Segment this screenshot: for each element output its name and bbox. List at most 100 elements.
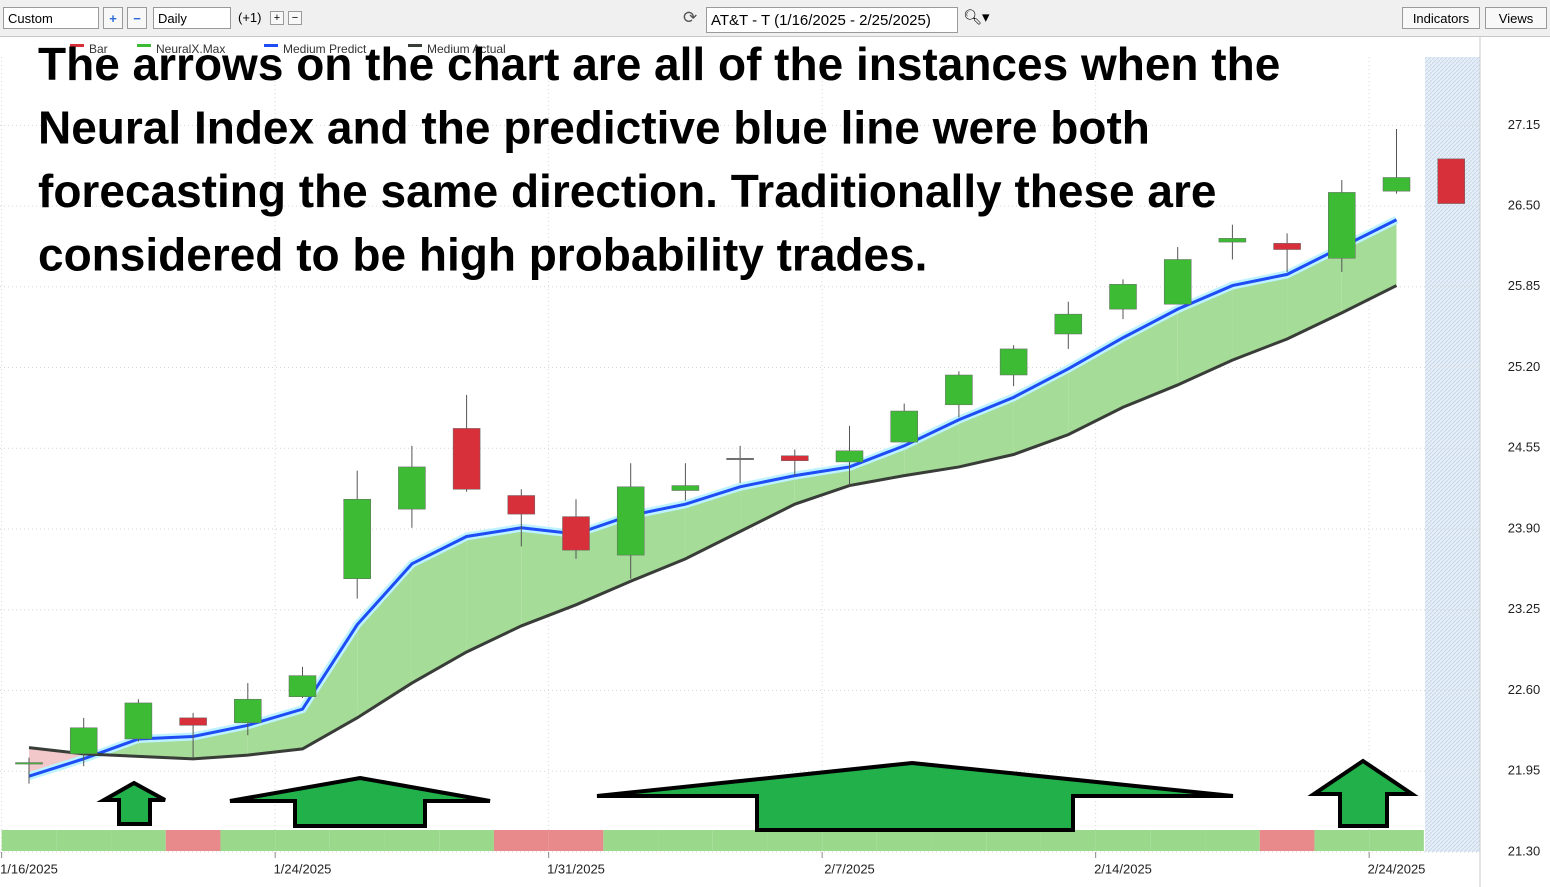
x-tick-label: 2/14/2025 (1094, 861, 1152, 876)
neural-index-segment (1, 830, 57, 851)
candle-body (452, 428, 481, 490)
zoom-out[interactable]: − (127, 7, 147, 29)
neural-index-segment (329, 830, 385, 851)
range-select[interactable]: Custom (3, 7, 99, 29)
annotation-line: considered to be high probability trades… (38, 229, 927, 281)
offset: (+1) (238, 10, 262, 25)
neural-index-segment (986, 830, 1041, 851)
symbol-box[interactable]: AT&T - T (1/16/2025 - 2/25/2025) (706, 7, 958, 33)
neural-index-segment (767, 830, 823, 851)
candle-body (616, 486, 645, 556)
search[interactable]: 🔍︎▾ (963, 9, 990, 26)
x-tick-label: 1/31/2025 (547, 861, 605, 876)
legend-label: Bar (89, 42, 108, 56)
annotation-line: forecasting the same direction. Traditio… (38, 165, 1216, 217)
zoom-in[interactable]: + (103, 7, 123, 29)
candle-body (781, 455, 809, 461)
legend-label: Medium Actual (427, 42, 506, 56)
legend-label: NeuralX.Max (156, 42, 225, 56)
y-tick-label: 27.15 (1508, 117, 1541, 132)
candle-body (1273, 243, 1301, 250)
spread-fill (685, 486, 741, 559)
y-tick-label: 21.95 (1508, 763, 1541, 778)
neural-index-segment (220, 830, 276, 851)
candle-body (288, 675, 317, 697)
arrow (596, 760, 1234, 832)
candle-body (999, 348, 1028, 376)
arrow (96, 780, 166, 826)
refresh[interactable]: ⟳ (683, 8, 698, 27)
neural-index-segment (384, 830, 440, 851)
neural-index-segment (165, 830, 221, 851)
legend-swatch (70, 44, 84, 47)
candle-body (1382, 177, 1411, 192)
neural-index-segment (658, 830, 713, 851)
arrow (1307, 758, 1419, 828)
spread-fill (466, 527, 522, 653)
y-tick-label: 25.85 (1508, 278, 1541, 293)
y-tick-label: 21.30 (1508, 843, 1541, 858)
spread-fill (1177, 285, 1233, 385)
legend-swatch (264, 44, 278, 47)
spread-fill (411, 536, 467, 684)
neural-index-segment (1040, 830, 1096, 851)
neural-index-segment (548, 830, 604, 851)
spread-fill (302, 624, 358, 749)
arrow (229, 775, 491, 828)
candle-body (945, 374, 973, 406)
toolbar: Custom + − Daily (+1) + − ⟳ AT&T - T (1/… (0, 0, 1550, 37)
spread-fill (247, 709, 303, 756)
neural-index-segment (1314, 830, 1370, 851)
offset-minus[interactable]: − (288, 11, 302, 25)
arrows (96, 758, 1419, 832)
spread-fill (904, 419, 959, 476)
candle-body (507, 495, 536, 515)
candle-body (1218, 238, 1247, 243)
indicators-button[interactable]: Indicators (1402, 7, 1480, 29)
candle-body (234, 698, 262, 724)
neural-index-segment (1259, 830, 1315, 851)
neural-index-segment (603, 830, 659, 851)
neural-index-segment (56, 830, 112, 851)
neural-index-segment (111, 830, 166, 851)
neural-index-segment (275, 830, 330, 851)
neural-index-segment (712, 830, 768, 851)
candle-body (726, 457, 754, 460)
legend-swatch (137, 44, 151, 47)
y-tick-label: 24.55 (1508, 440, 1541, 455)
x-tick-label: 2/7/2025 (824, 861, 875, 876)
spread-fill (521, 527, 576, 626)
neural-index-segment (822, 830, 877, 851)
candle-body (343, 498, 371, 579)
y-tick-label: 23.90 (1508, 520, 1541, 535)
neural-index-segment (1095, 830, 1151, 851)
x-tick-label: 2/24/2025 (1368, 861, 1426, 876)
neural-index-segment (493, 830, 549, 851)
interval-select[interactable]: Daily (153, 7, 231, 29)
y-tick-label: 25.20 (1508, 359, 1541, 374)
spread-fill (740, 475, 795, 532)
spread-fill (357, 563, 412, 718)
offset-plus[interactable]: + (270, 11, 284, 25)
candle-body (562, 516, 590, 551)
y-tick-label: 23.25 (1508, 601, 1541, 616)
chart: Bar NeuralX.Max Medium Predict Medium Actua… (0, 36, 1541, 887)
y-tick-label: 22.60 (1508, 682, 1541, 697)
series-line (28, 284, 1398, 761)
annotation-line: The arrows on the chart are all of the i… (38, 38, 1280, 90)
candle-body (1109, 284, 1137, 310)
candle-body (1054, 313, 1083, 335)
spread-fill (1232, 274, 1288, 361)
candle-body (69, 727, 98, 755)
views-button[interactable]: Views (1485, 7, 1547, 29)
candle-body (1437, 158, 1465, 204)
neural-index-segment (1205, 830, 1260, 851)
legend-swatch (408, 44, 422, 47)
neural-index-segment (439, 830, 494, 851)
neural-index-segment (1369, 830, 1424, 851)
neural-index-segment (1150, 830, 1206, 851)
candle-body (124, 702, 153, 740)
candle-body (835, 450, 864, 463)
candle-body (179, 717, 207, 726)
